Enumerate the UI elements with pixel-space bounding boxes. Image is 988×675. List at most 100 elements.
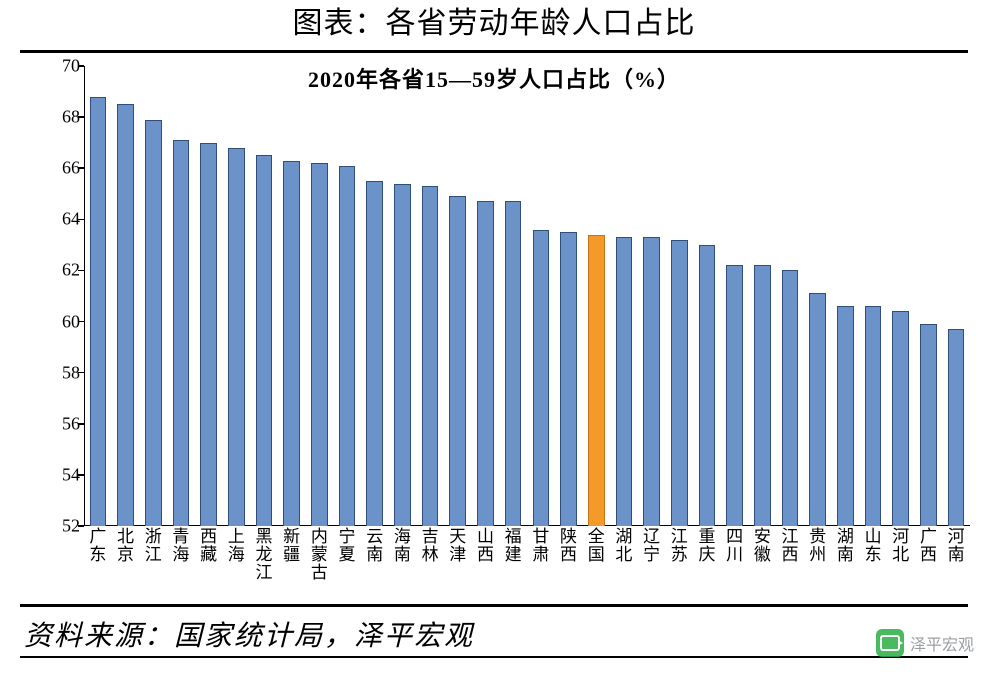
bar (145, 120, 162, 526)
bar-slot (887, 66, 915, 526)
bar (422, 186, 439, 526)
bar (283, 161, 300, 526)
x-axis-label: 青海 (172, 528, 189, 564)
y-axis-tick-label: 54 (50, 464, 80, 485)
bar (616, 237, 633, 526)
x-axis-label-slot: 吉林 (416, 528, 444, 583)
y-axis-tick-mark (78, 474, 84, 476)
x-axis-label-slot: 安徽 (749, 528, 777, 583)
source-divider-bottom (20, 656, 968, 658)
source-divider-top (20, 604, 968, 607)
bar (173, 140, 190, 526)
bar-slot (582, 66, 610, 526)
x-axis-label-slot: 新疆 (278, 528, 306, 583)
chart-container: 图表：各省劳动年龄人口占比 2020年各省15—59岁人口占比（%） 广东北京浙… (0, 0, 988, 675)
bar-slot (112, 66, 140, 526)
x-axis-label: 湖南 (837, 528, 854, 564)
bar-slot (693, 66, 721, 526)
bar-slot (416, 66, 444, 526)
bar-slot (859, 66, 887, 526)
x-axis-label: 河北 (892, 528, 909, 564)
x-axis-label: 浙江 (145, 528, 162, 564)
bar-slot (472, 66, 500, 526)
y-axis-tick-label: 64 (50, 209, 80, 230)
x-axis-label: 福建 (505, 528, 522, 564)
x-axis-label-slot: 广西 (915, 528, 943, 583)
x-axis-label-slot: 浙江 (139, 528, 167, 583)
bar-slot (306, 66, 334, 526)
x-axis-label-slot: 广东 (84, 528, 112, 583)
bar (339, 166, 356, 526)
x-axis-label: 全国 (588, 528, 605, 564)
x-axis-label: 甘肃 (532, 528, 549, 564)
bar (837, 306, 854, 526)
source-text: 资料来源：国家统计局，泽平宏观 (24, 614, 474, 654)
bar (311, 163, 328, 526)
bar-slot (776, 66, 804, 526)
bar (892, 311, 909, 526)
x-axis-label: 江苏 (671, 528, 688, 564)
y-axis-tick-label: 58 (50, 362, 80, 383)
bars-group (84, 66, 970, 526)
bar-slot (84, 66, 112, 526)
y-axis-tick-mark (78, 116, 84, 118)
y-axis-tick-mark (78, 167, 84, 169)
bar-slot (167, 66, 195, 526)
bar-slot (610, 66, 638, 526)
bar-slot (942, 66, 970, 526)
bar-slot (555, 66, 583, 526)
x-axis-label-slot: 河南 (942, 528, 970, 583)
x-axis-label: 天津 (449, 528, 466, 564)
x-axis-label: 北京 (117, 528, 134, 564)
x-axis-label: 内蒙古 (311, 528, 328, 582)
x-axis-label-slot: 西藏 (195, 528, 223, 583)
x-axis-label: 安徽 (754, 528, 771, 564)
x-axis-label-slot: 青海 (167, 528, 195, 583)
bar (809, 293, 826, 526)
x-axis-label-slot: 内蒙古 (306, 528, 334, 583)
x-axis-label: 湖北 (615, 528, 632, 564)
x-axis-label-slot: 四川 (721, 528, 749, 583)
x-axis-label-slot: 河北 (887, 528, 915, 583)
x-axis-label-slot: 江苏 (665, 528, 693, 583)
y-axis-tick-label: 62 (50, 260, 80, 281)
bar-slot (333, 66, 361, 526)
x-axis-label-slot: 北京 (112, 528, 140, 583)
x-axis-label-slot: 湖北 (610, 528, 638, 583)
plot-region: 广东北京浙江青海西藏上海黑龙江新疆内蒙古宁夏云南海南吉林天津山西福建甘肃陕西全国… (50, 66, 970, 596)
watermark: 泽平宏观 (876, 629, 974, 657)
x-axis-label-slot: 重庆 (693, 528, 721, 583)
bar-highlight (588, 235, 605, 526)
y-axis-tick-label: 60 (50, 311, 80, 332)
bar (90, 97, 107, 526)
x-axis-label: 宁夏 (339, 528, 356, 564)
bar-slot (250, 66, 278, 526)
x-axis-label-slot: 天津 (444, 528, 472, 583)
y-axis-tick-mark (78, 525, 84, 527)
y-axis-tick-mark (78, 270, 84, 272)
y-axis-tick-label: 68 (50, 107, 80, 128)
bar (505, 201, 522, 526)
bar-slot (361, 66, 389, 526)
y-axis-tick-mark (78, 372, 84, 374)
bar-slot (195, 66, 223, 526)
y-axis-tick-mark (78, 423, 84, 425)
bar (643, 237, 660, 526)
bar-slot (499, 66, 527, 526)
bar (256, 155, 273, 526)
bar (533, 230, 550, 526)
y-axis-tick-mark (78, 219, 84, 221)
bar-slot (278, 66, 306, 526)
bar (560, 232, 577, 526)
x-axis-label: 吉林 (422, 528, 439, 564)
x-axis-label: 上海 (228, 528, 245, 564)
wechat-icon (876, 629, 904, 657)
bar (449, 196, 466, 526)
bar-slot (527, 66, 555, 526)
bar-slot (139, 66, 167, 526)
bar (782, 270, 799, 526)
bar (948, 329, 965, 526)
x-axis-label-slot: 江西 (776, 528, 804, 583)
bar (228, 148, 245, 526)
y-axis-tick-label: 66 (50, 158, 80, 179)
